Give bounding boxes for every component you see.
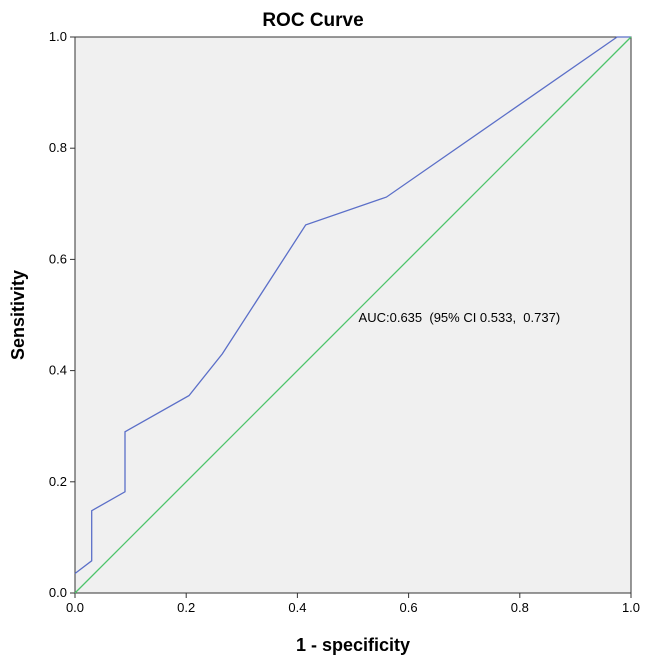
y-tick-label: 0.0 xyxy=(49,585,67,600)
y-tick-label: 0.2 xyxy=(49,474,67,489)
x-tick-label: 1.0 xyxy=(622,600,640,615)
y-tick-label: 0.4 xyxy=(49,363,67,378)
roc-curve-line xyxy=(74,36,631,575)
x-tick-label: 0.4 xyxy=(288,600,306,615)
x-tick-label: 0.6 xyxy=(400,600,418,615)
reference-diagonal-line xyxy=(74,36,632,594)
y-axis-label: Sensitivity xyxy=(8,270,28,360)
x-tick-label: 0.2 xyxy=(177,600,195,615)
y-tick-label: 1.0 xyxy=(49,29,67,44)
x-tick-label: 0.0 xyxy=(66,600,84,615)
y-tick-label: 0.6 xyxy=(49,251,67,266)
x-axis-label: 1 - specificity xyxy=(296,635,410,655)
x-tick-label: 0.8 xyxy=(511,600,529,615)
y-tick-label: 0.8 xyxy=(49,140,67,155)
chart-title: ROC Curve xyxy=(262,10,363,31)
auc-annotation: AUC:0.635 (95% CI 0.533, 0.737) xyxy=(359,310,561,325)
